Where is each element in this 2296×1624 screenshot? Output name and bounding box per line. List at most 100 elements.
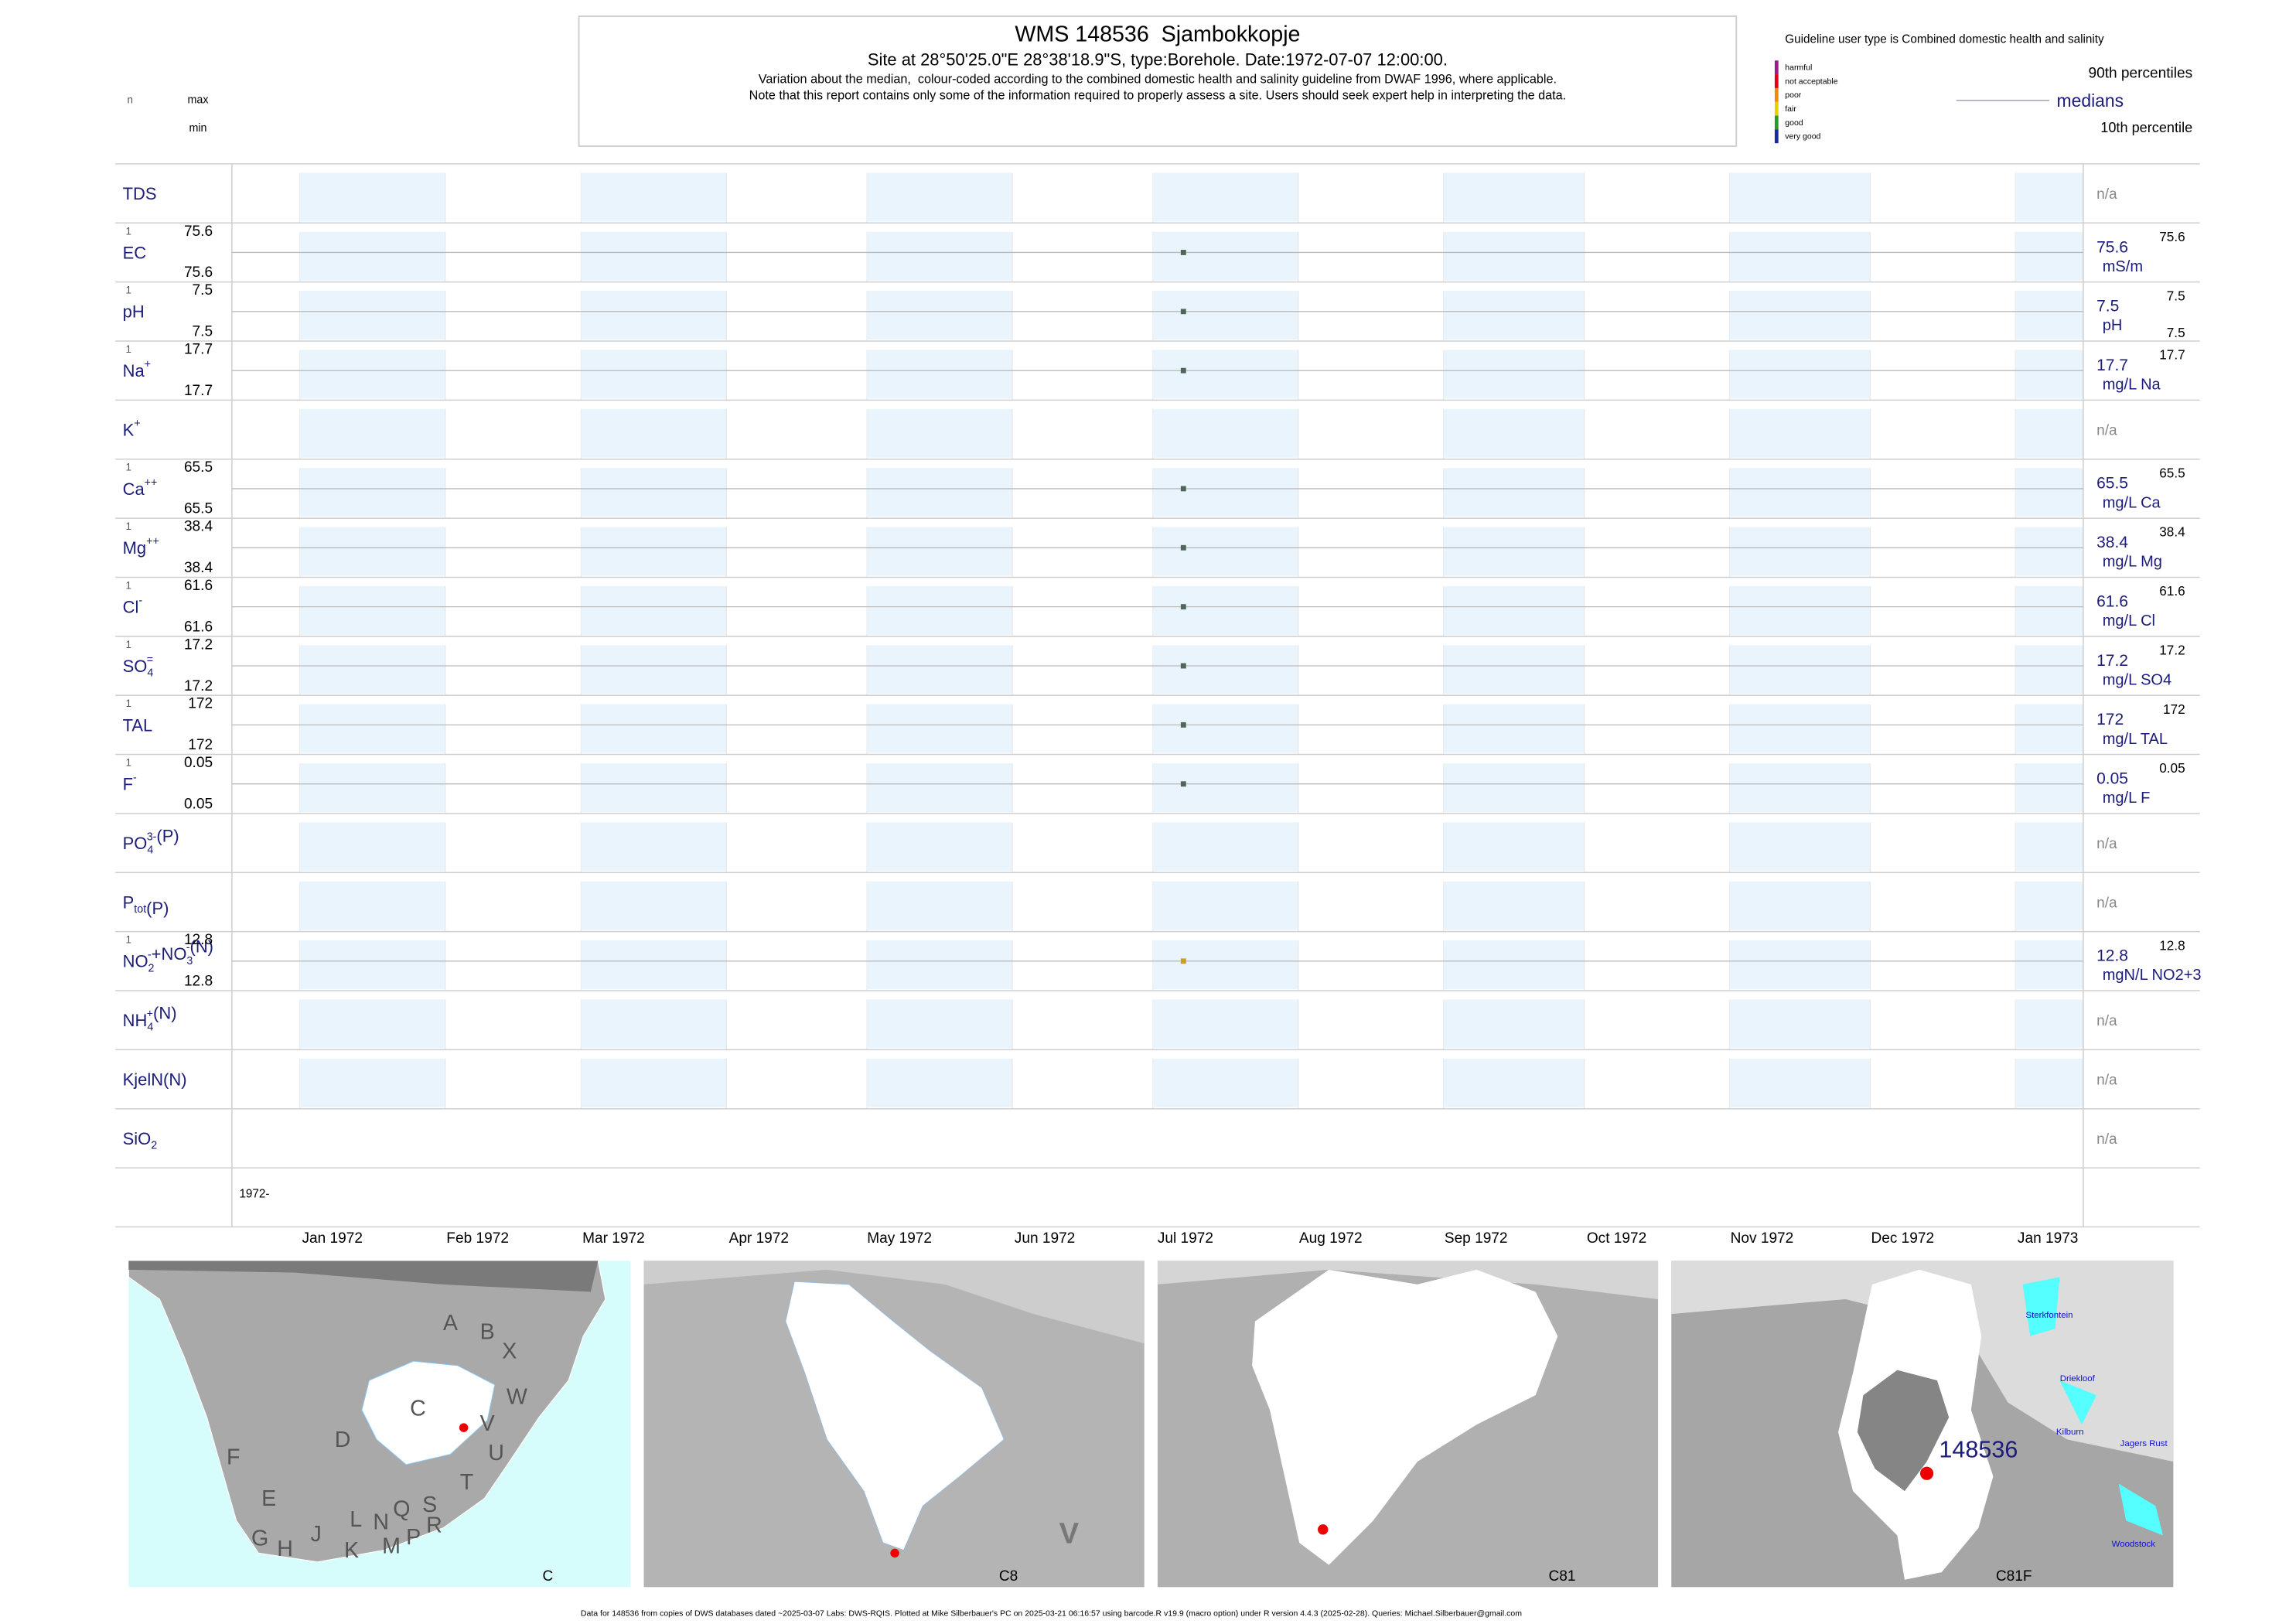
label-text: Na xyxy=(123,361,145,380)
label-text: Mg xyxy=(123,538,146,558)
unit: mS/m xyxy=(2103,258,2143,275)
month-band xyxy=(581,881,727,930)
month-band xyxy=(1729,763,1871,812)
p90-value: 75.6 xyxy=(2159,229,2185,244)
month-band xyxy=(299,291,445,340)
label-sub: 4 xyxy=(147,1022,153,1034)
month-band xyxy=(1729,645,1871,694)
month-label: Mar 1972 xyxy=(582,1230,645,1247)
month-band xyxy=(2015,350,2083,399)
month-band xyxy=(867,763,1013,812)
median-value: 61.6 xyxy=(2096,592,2128,610)
month-band xyxy=(1152,408,1298,458)
label-sub: 4 xyxy=(147,844,153,856)
month-band xyxy=(299,645,445,694)
min-value: 75.6 xyxy=(184,264,213,281)
month-band xyxy=(299,350,445,399)
p90-value: 61.6 xyxy=(2159,583,2185,599)
month-band xyxy=(2015,645,2083,694)
month-band xyxy=(1729,350,1871,399)
month-label: Sep 1972 xyxy=(1445,1230,1508,1247)
n-value: 1 xyxy=(125,757,131,769)
month-band xyxy=(1443,172,1585,222)
map-label: X xyxy=(502,1339,517,1363)
sample-point xyxy=(1180,486,1186,492)
row-label: NO2-+NO3-(N) xyxy=(123,937,213,974)
sample-point xyxy=(1180,309,1186,315)
month-band xyxy=(1729,822,1871,872)
month-band xyxy=(867,822,1013,872)
p90-value: 12.8 xyxy=(2159,937,2185,953)
month-band xyxy=(2015,999,2083,1049)
label-text: pH xyxy=(123,302,145,322)
label-sup: - xyxy=(186,941,190,954)
map-label: W xyxy=(507,1384,527,1409)
median-value: 38.4 xyxy=(2096,534,2128,551)
month-label: Feb 1972 xyxy=(446,1230,509,1247)
month-band xyxy=(1443,645,1585,694)
month-band xyxy=(867,881,1013,930)
month-band xyxy=(2015,1058,2083,1107)
label-text: Cl xyxy=(123,597,139,616)
month-band xyxy=(1152,468,1298,517)
max-value: 75.6 xyxy=(184,223,213,240)
map-label: Driekloof xyxy=(2060,1374,2096,1383)
month-band xyxy=(867,645,1013,694)
label-text: EC xyxy=(123,243,146,262)
month-band xyxy=(2015,527,2083,576)
median-value: 17.2 xyxy=(2096,652,2128,670)
row-label: TDS xyxy=(123,184,157,203)
map-caption: C8 xyxy=(999,1568,1018,1585)
label-sup: - xyxy=(148,949,152,961)
month-band xyxy=(1443,468,1585,517)
month-label: Jan 1973 xyxy=(2018,1230,2079,1247)
max-value: 172 xyxy=(188,696,213,712)
map-label: U xyxy=(488,1441,504,1465)
month-band xyxy=(1443,763,1585,812)
month-band xyxy=(581,527,727,576)
month-band xyxy=(1729,940,1871,990)
p90-value: 172 xyxy=(2163,701,2185,717)
month-band xyxy=(1152,172,1298,222)
map-label: Q xyxy=(393,1497,410,1522)
month-label: Jun 1972 xyxy=(1015,1230,1076,1247)
label-sup: + xyxy=(147,1008,153,1020)
month-band xyxy=(581,704,727,753)
median-value: 65.5 xyxy=(2096,475,2128,493)
label-text: KjelN(N) xyxy=(123,1070,187,1089)
month-band xyxy=(1729,999,1871,1049)
guideline: Guideline user type is Combined domestic… xyxy=(1785,33,2104,46)
month-band xyxy=(299,172,445,222)
map-label: D xyxy=(335,1428,351,1452)
map-panel xyxy=(128,1260,631,1588)
map-panel xyxy=(1157,1261,1659,1588)
p10-legend: 10th percentile xyxy=(2100,120,2192,135)
unit: mg/L F xyxy=(2103,790,2151,807)
sample-point xyxy=(1180,604,1186,610)
median-value: 17.7 xyxy=(2096,357,2128,374)
label-text: SO xyxy=(123,657,148,676)
month-band xyxy=(1152,763,1298,812)
map-label: V xyxy=(1059,1517,1080,1551)
month-band xyxy=(867,468,1013,517)
legend-swatch xyxy=(1774,115,1779,130)
result: n/a xyxy=(2096,423,2117,439)
map-label: K xyxy=(344,1538,359,1563)
month-band xyxy=(299,763,445,812)
month-band xyxy=(581,350,727,399)
median-value: 12.8 xyxy=(2096,947,2128,965)
month-band xyxy=(581,999,727,1049)
month-band xyxy=(1729,408,1871,458)
month-band xyxy=(581,468,727,517)
month-band xyxy=(299,999,445,1049)
map-caption: C81F xyxy=(1996,1568,2032,1585)
unit: mg/L Cl xyxy=(2103,612,2155,629)
sample-date: 1972-07-07 12:00:00 xyxy=(1285,49,1443,69)
map-label: Woodstock xyxy=(2112,1540,2156,1549)
p90-legend: 90th percentiles xyxy=(2088,66,2192,82)
sample-point xyxy=(1180,663,1186,669)
month-band xyxy=(1729,291,1871,340)
month-band xyxy=(1443,350,1585,399)
map-label: Kilburn xyxy=(2056,1428,2084,1437)
month-band xyxy=(2015,291,2083,340)
